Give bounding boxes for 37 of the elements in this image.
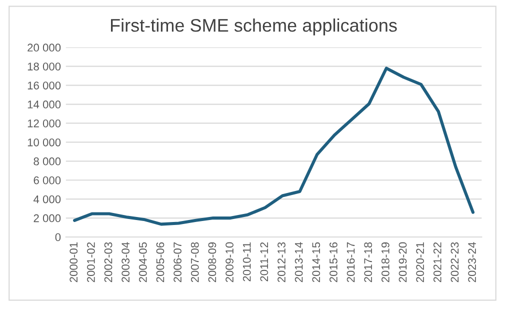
x-tick-label: 2016-17 xyxy=(346,242,355,282)
x-tick-label: 2006-07 xyxy=(174,242,182,282)
x-tick-label: 2014-15 xyxy=(312,242,320,282)
x-tick-label: 2008-09 xyxy=(208,242,216,282)
x-tick-label: 2015-16 xyxy=(330,242,338,282)
x-tick-label: 2010-11 xyxy=(242,242,251,282)
x-tick-label: 2022-23 xyxy=(450,242,459,282)
x-tick-label: 2007-08 xyxy=(190,242,199,282)
chart-title: First-time SME scheme applications xyxy=(111,18,397,36)
y-tick-label: 4 000 xyxy=(34,195,61,204)
x-tick-label: 2009-10 xyxy=(226,242,234,282)
x-tick-label: 2005-06 xyxy=(156,242,164,282)
x-tick-label: 2017-18 xyxy=(364,242,372,282)
y-tick-label: 0 xyxy=(55,233,61,242)
y-tick-label: 18 000 xyxy=(28,62,61,70)
x-tick-label: 2000-01 xyxy=(70,242,78,282)
x-tick-label: 2011-12 xyxy=(260,242,268,282)
x-tick-label: 2003-04 xyxy=(122,242,130,282)
x-tick-label: 2018-19 xyxy=(381,242,390,282)
y-tick-label: 8 000 xyxy=(34,157,61,166)
x-tick-label: 2002-03 xyxy=(104,242,112,282)
y-tick-label: 10 000 xyxy=(28,138,61,146)
line-series xyxy=(73,66,475,226)
y-tick-label: 2 000 xyxy=(34,214,61,222)
x-tick-label: 2019-20 xyxy=(398,242,407,282)
x-tick-label: 2013-14 xyxy=(294,242,303,282)
y-tick-label: 16 000 xyxy=(28,82,61,90)
x-tick-label: 2023-24 xyxy=(468,242,476,282)
y-tick-label: 6 000 xyxy=(34,176,61,184)
x-tick-label: 2021-22 xyxy=(433,242,442,282)
y-tick-label: 14 000 xyxy=(28,100,61,108)
y-tick-label: 20 000 xyxy=(28,44,61,52)
x-tick-label: 2012-13 xyxy=(278,242,286,282)
x-tick-label: 2001-02 xyxy=(87,242,95,282)
y-tick-label: 12 000 xyxy=(28,120,61,128)
x-tick-label: 2004-05 xyxy=(138,242,147,282)
x-tick-label: 2020-21 xyxy=(416,242,424,282)
